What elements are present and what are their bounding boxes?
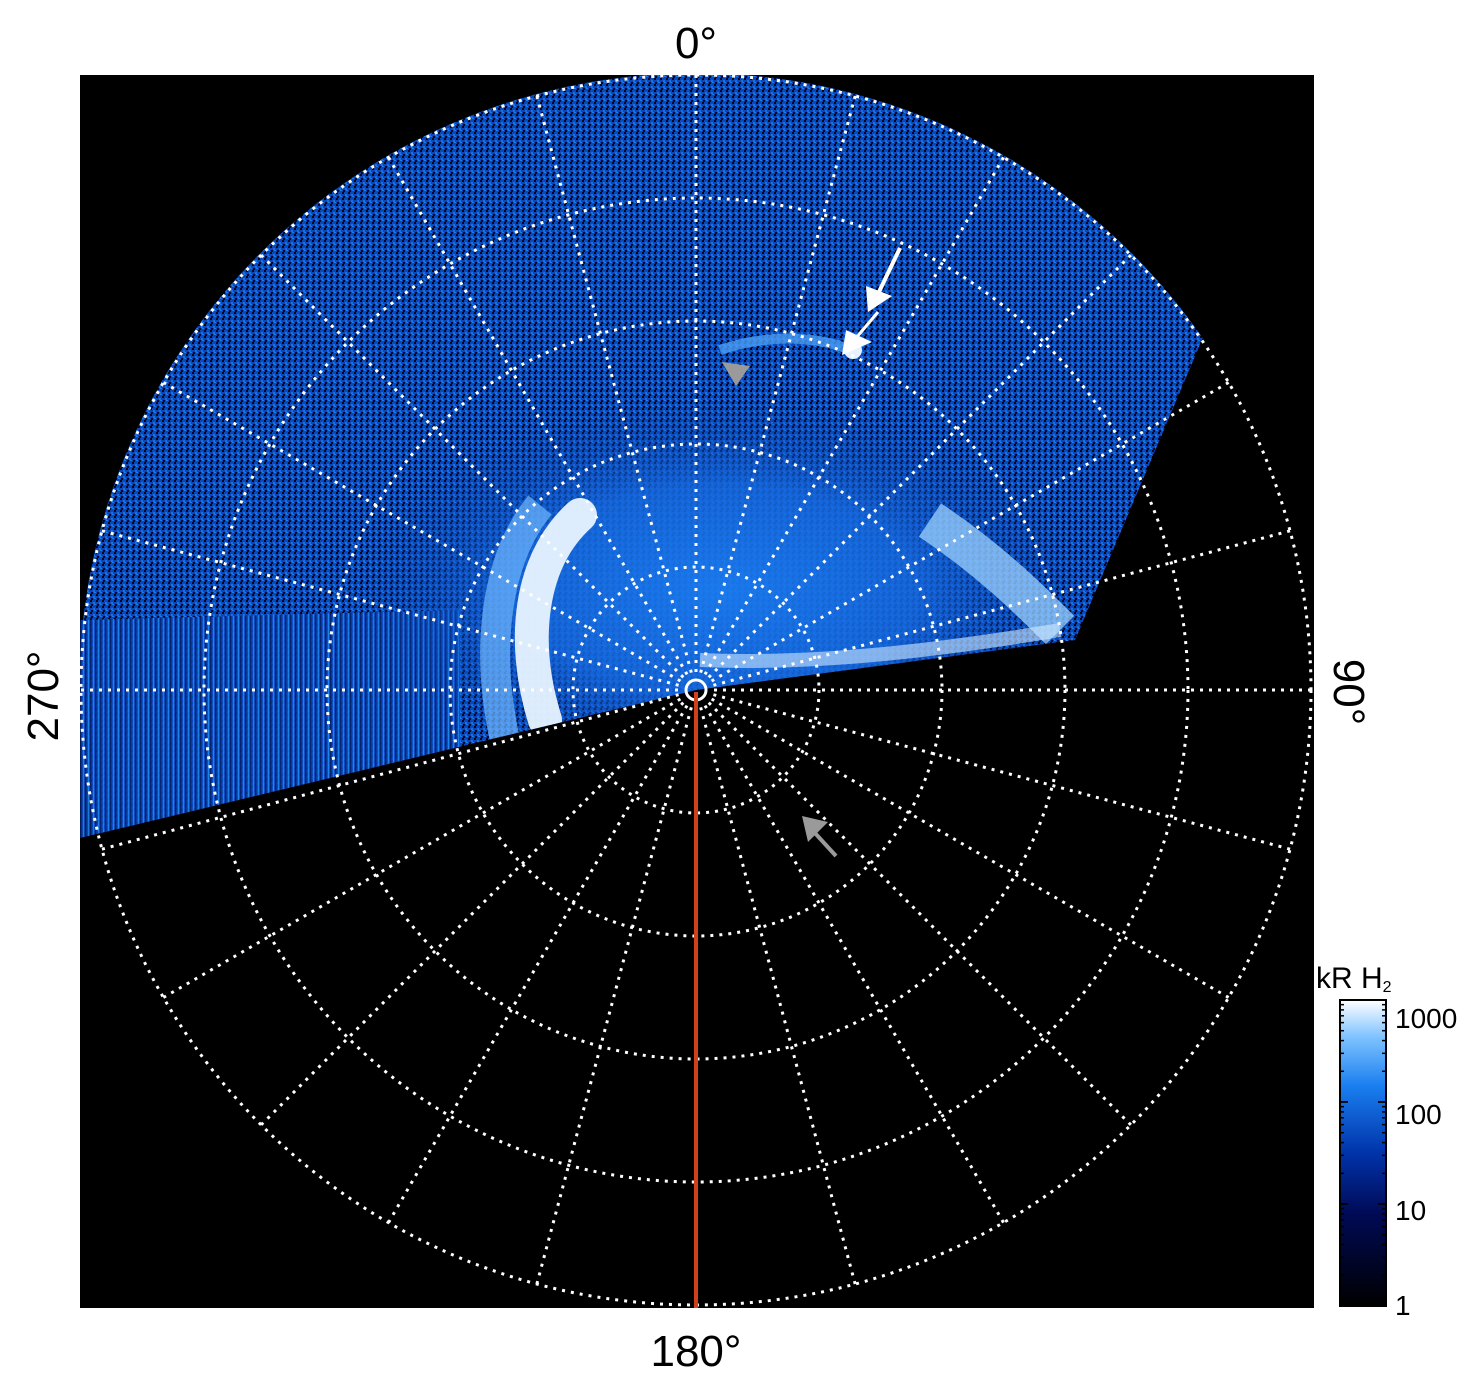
colorbar-unit-main: kR H bbox=[1316, 962, 1383, 995]
grid-spoke bbox=[699, 93, 858, 674]
gray-arrowhead bbox=[722, 362, 750, 386]
colorbar-tick-1: 1 bbox=[1395, 1290, 1411, 1321]
colorbar: kR H2 1000 100 10 1 bbox=[1316, 962, 1457, 1321]
grid-spoke bbox=[703, 704, 1006, 1226]
grid-spoke bbox=[386, 154, 689, 676]
grid-spoke bbox=[710, 697, 1232, 1000]
grid-spoke bbox=[386, 704, 689, 1226]
colorbar-tick-10: 10 bbox=[1395, 1195, 1426, 1226]
colorbar-gradient bbox=[1339, 999, 1387, 1307]
angle-label-right: 90° bbox=[1324, 659, 1373, 726]
grid-spoke bbox=[534, 93, 693, 674]
white-arrow-lower bbox=[842, 311, 880, 355]
colorbar-tick-1000: 1000 bbox=[1395, 1003, 1457, 1034]
grid-spoke bbox=[712, 528, 1293, 687]
gray-arrow-lower bbox=[802, 816, 838, 858]
grid-spoke bbox=[703, 154, 1006, 676]
grid-spoke bbox=[712, 693, 1293, 852]
grid-spoke bbox=[258, 701, 685, 1128]
grid-spoke bbox=[99, 693, 680, 852]
grid-spoke bbox=[534, 706, 693, 1287]
grid-spoke bbox=[707, 252, 1134, 679]
grid-spoke bbox=[707, 701, 1134, 1128]
white-arrow-upper bbox=[866, 247, 902, 312]
grid-spoke bbox=[710, 380, 1232, 683]
grid-spoke bbox=[258, 252, 685, 679]
grid-spoke bbox=[99, 528, 680, 687]
angle-label-left: 270° bbox=[19, 650, 68, 741]
colorbar-unit: kR H2 bbox=[1316, 962, 1392, 996]
colorbar-unit-sub: 2 bbox=[1383, 979, 1392, 996]
angle-label-top: 0° bbox=[675, 19, 717, 68]
grid-spoke bbox=[160, 697, 682, 1000]
grid-spoke bbox=[160, 380, 682, 683]
colorbar-tick-100: 100 bbox=[1395, 1099, 1442, 1130]
grid-spoke bbox=[699, 706, 858, 1287]
angle-label-bottom: 180° bbox=[650, 1327, 741, 1376]
